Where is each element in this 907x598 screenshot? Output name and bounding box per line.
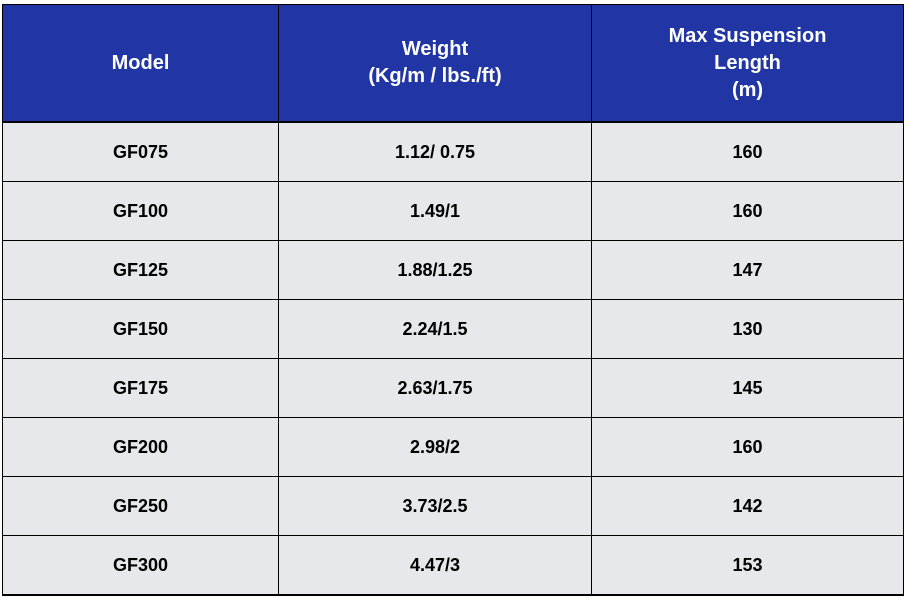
- table-body: GF075 1.12/ 0.75 160 GF100 1.49/1 160 GF…: [2, 121, 904, 596]
- table-header: Model Weight (Kg/m / lbs./ft) Max Suspen…: [2, 4, 904, 123]
- cell-max-suspension-length: 147: [591, 240, 904, 300]
- cell-max-suspension-length: 160: [591, 181, 904, 241]
- cell-weight: 2.63/1.75: [278, 358, 592, 418]
- cell-weight: 1.49/1: [278, 181, 592, 241]
- cell-model: GF250: [2, 476, 279, 536]
- cell-model: GF075: [2, 121, 279, 182]
- cell-model: GF175: [2, 358, 279, 418]
- cell-model: GF150: [2, 299, 279, 359]
- table-row: GF250 3.73/2.5 142: [2, 476, 904, 536]
- header-row: Model Weight (Kg/m / lbs./ft) Max Suspen…: [2, 4, 904, 123]
- cell-weight: 1.12/ 0.75: [278, 121, 592, 182]
- cell-weight: 1.88/1.25: [278, 240, 592, 300]
- cell-max-suspension-length: 145: [591, 358, 904, 418]
- cell-max-suspension-length: 153: [591, 535, 904, 596]
- cell-weight: 2.24/1.5: [278, 299, 592, 359]
- cell-max-suspension-length: 160: [591, 417, 904, 477]
- specifications-table: Model Weight (Kg/m / lbs./ft) Max Suspen…: [2, 4, 904, 596]
- table-row: GF100 1.49/1 160: [2, 181, 904, 241]
- table-row: GF300 4.47/3 153: [2, 535, 904, 596]
- header-weight: Weight (Kg/m / lbs./ft): [278, 4, 592, 123]
- table-row: GF200 2.98/2 160: [2, 417, 904, 477]
- cell-model: GF100: [2, 181, 279, 241]
- cell-weight: 2.98/2: [278, 417, 592, 477]
- cell-weight: 4.47/3: [278, 535, 592, 596]
- table-row: GF150 2.24/1.5 130: [2, 299, 904, 359]
- header-max-suspension-length: Max Suspension Length (m): [591, 4, 904, 123]
- cell-model: GF300: [2, 535, 279, 596]
- table-row: GF075 1.12/ 0.75 160: [2, 121, 904, 182]
- table-row: GF175 2.63/1.75 145: [2, 358, 904, 418]
- cell-max-suspension-length: 160: [591, 121, 904, 182]
- cell-max-suspension-length: 142: [591, 476, 904, 536]
- table-row: GF125 1.88/1.25 147: [2, 240, 904, 300]
- cell-model: GF125: [2, 240, 279, 300]
- cell-max-suspension-length: 130: [591, 299, 904, 359]
- cell-weight: 3.73/2.5: [278, 476, 592, 536]
- header-model: Model: [2, 4, 279, 123]
- cell-model: GF200: [2, 417, 279, 477]
